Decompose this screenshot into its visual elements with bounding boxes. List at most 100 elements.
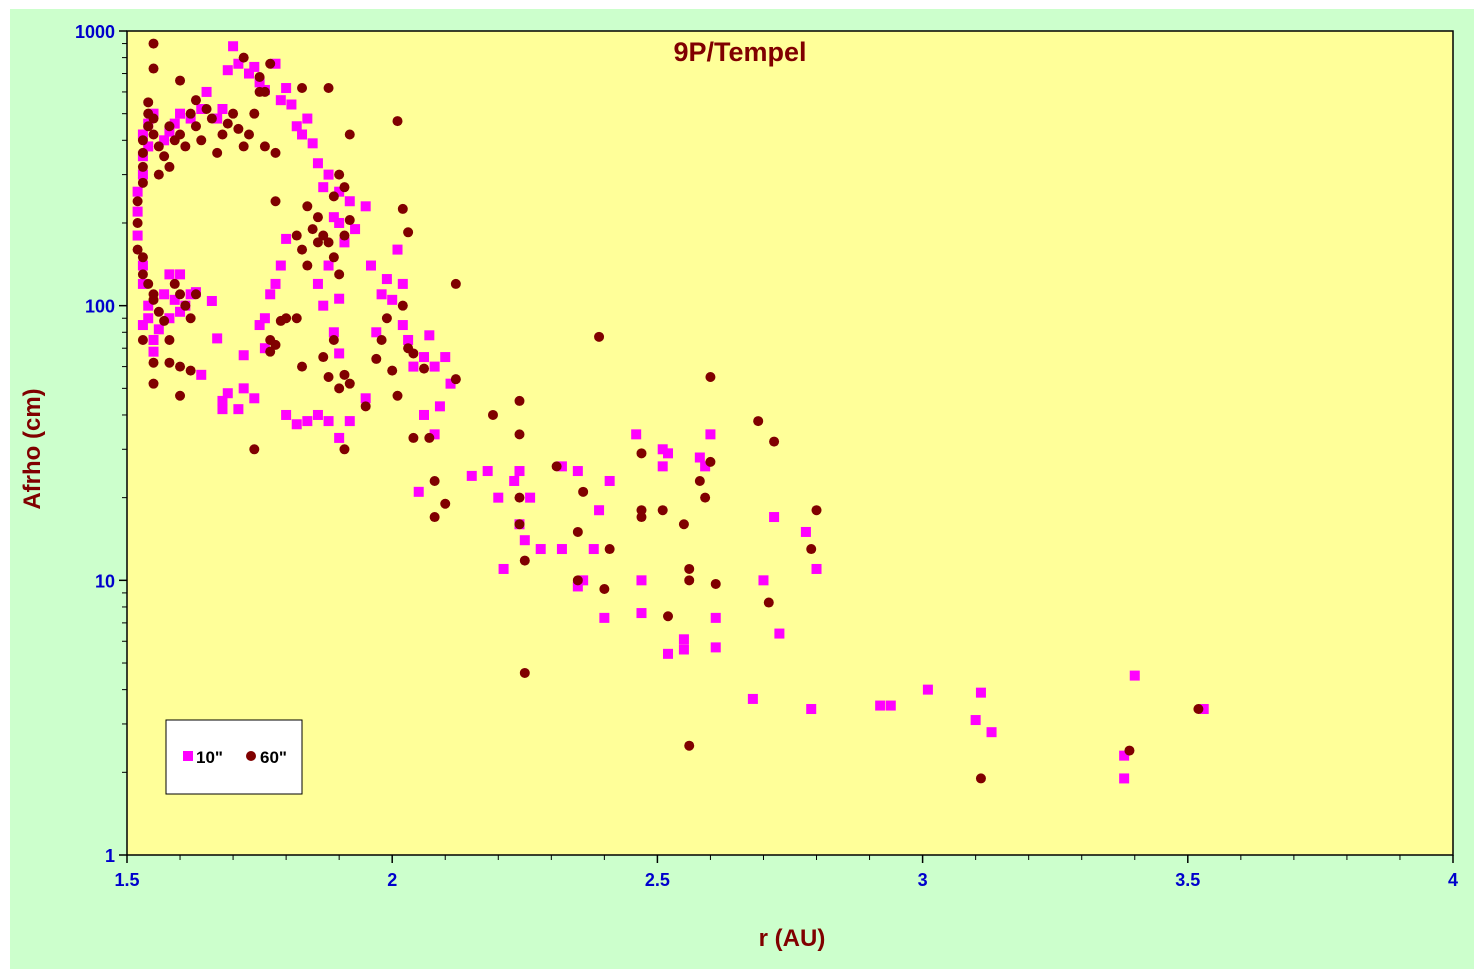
point-60 <box>159 151 170 162</box>
point-60 <box>419 363 430 374</box>
point-60 <box>265 346 276 357</box>
point-10 <box>312 278 323 289</box>
point-10 <box>519 535 530 546</box>
point-60 <box>360 401 371 412</box>
data-points <box>132 38 1209 784</box>
point-60 <box>270 339 281 350</box>
point-10 <box>254 320 265 331</box>
point-60 <box>185 365 196 376</box>
point-60 <box>371 353 382 364</box>
point-10 <box>885 700 896 711</box>
point-60 <box>450 374 461 385</box>
point-10 <box>387 294 398 305</box>
point-10 <box>429 361 440 372</box>
point-60 <box>175 289 186 300</box>
point-10 <box>291 419 302 430</box>
point-60 <box>519 667 530 678</box>
point-10 <box>397 320 408 331</box>
point-60 <box>328 252 339 263</box>
point-60 <box>291 230 302 241</box>
point-60 <box>132 196 143 207</box>
point-60 <box>254 72 265 83</box>
point-60 <box>678 519 689 530</box>
point-10 <box>217 104 228 115</box>
point-60 <box>238 141 249 152</box>
point-10 <box>175 269 186 280</box>
point-10 <box>254 77 265 88</box>
point-60 <box>164 121 175 132</box>
point-10 <box>657 444 668 455</box>
point-60 <box>339 182 350 193</box>
point-10 <box>286 99 297 110</box>
point-60 <box>175 361 186 372</box>
chart-title: 9P/Tempel <box>673 37 806 67</box>
point-10 <box>243 68 254 79</box>
point-60 <box>339 444 350 455</box>
point-60 <box>408 432 419 443</box>
point-60 <box>514 519 525 530</box>
point-10 <box>975 687 986 698</box>
point-10 <box>143 313 154 324</box>
point-60 <box>238 52 249 63</box>
point-10 <box>143 300 154 311</box>
point-10 <box>678 634 689 645</box>
point-60 <box>424 432 435 443</box>
point-10 <box>578 575 589 586</box>
x-tick-label: 3 <box>918 870 928 890</box>
point-60 <box>312 237 323 248</box>
point-10 <box>307 138 318 149</box>
point-60 <box>392 116 403 127</box>
point-10 <box>323 169 334 180</box>
point-60 <box>148 129 159 140</box>
x-axis-title: r (AU) <box>759 925 826 952</box>
point-10 <box>323 260 334 271</box>
point-60 <box>137 177 148 188</box>
point-60 <box>604 544 615 555</box>
point-10 <box>408 361 419 372</box>
point-60 <box>392 390 403 401</box>
point-10 <box>143 141 154 152</box>
point-10 <box>233 404 244 415</box>
point-60 <box>487 409 498 420</box>
point-10 <box>164 313 175 324</box>
point-10 <box>318 182 329 193</box>
x-tick-label: 3.5 <box>1175 870 1200 890</box>
legend-marker-60 <box>246 751 256 761</box>
point-60 <box>429 512 440 523</box>
point-60 <box>148 357 159 368</box>
point-10 <box>811 563 822 574</box>
point-60 <box>190 289 201 300</box>
point-60 <box>334 383 345 394</box>
point-60 <box>148 113 159 124</box>
point-10 <box>249 393 260 404</box>
point-60 <box>180 300 191 311</box>
point-10 <box>228 41 239 52</box>
point-10 <box>132 186 143 197</box>
point-10 <box>970 715 981 726</box>
point-60 <box>175 75 186 86</box>
point-10 <box>922 684 933 695</box>
point-10 <box>137 129 148 140</box>
point-10 <box>259 343 270 354</box>
point-10 <box>275 260 286 271</box>
point-10 <box>185 289 196 300</box>
point-10 <box>334 348 345 359</box>
x-tick-label: 4 <box>1448 870 1458 890</box>
point-10 <box>175 108 186 119</box>
point-60 <box>684 575 695 586</box>
point-60 <box>153 306 164 317</box>
point-60 <box>429 475 440 486</box>
point-60 <box>148 38 159 49</box>
point-60 <box>636 512 647 523</box>
point-60 <box>137 269 148 280</box>
point-10 <box>419 352 430 363</box>
point-60 <box>175 129 186 140</box>
point-60 <box>297 83 308 94</box>
point-10 <box>514 466 525 477</box>
point-10 <box>344 416 355 427</box>
point-10 <box>1129 670 1140 681</box>
point-60 <box>705 371 716 382</box>
point-60 <box>297 244 308 255</box>
point-10 <box>493 492 504 503</box>
point-10 <box>445 378 456 389</box>
